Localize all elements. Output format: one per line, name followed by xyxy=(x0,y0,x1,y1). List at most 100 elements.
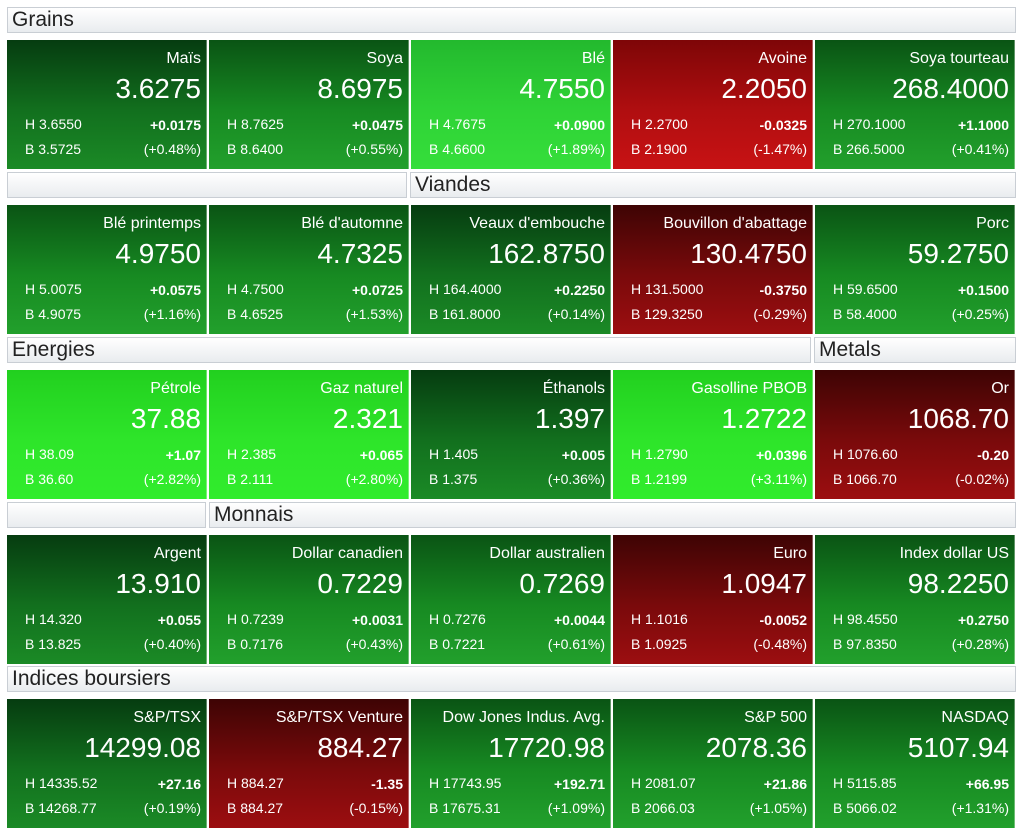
instrument-name: Blé printemps xyxy=(103,215,201,232)
high-value: H 0.7276 xyxy=(429,611,486,627)
percent-change: (+1.89%) xyxy=(547,141,605,157)
quote-tile-or[interactable]: Or 1068.70 H 1076.60 B 1066.70 -0.20 (-0.02%) xyxy=(815,370,1015,499)
last-price: 1068.70 xyxy=(907,403,1009,434)
quote-tile-sp-500[interactable]: S&P 500 2078.36 H 2081.07 B 2066.03 +21.86 (+… xyxy=(613,699,813,828)
quote-tile-porc[interactable]: Porc 59.2750 H 59.6500 B 58.4000 +0.1500 (+0.… xyxy=(815,205,1015,334)
instrument-name: NASDAQ xyxy=(941,709,1009,726)
high-value: H 98.4550 xyxy=(833,611,898,627)
low-value: B 0.7176 xyxy=(227,636,284,652)
high-value: H 17743.95 xyxy=(429,775,502,791)
quote-tile-soya[interactable]: Soya 8.6975 H 8.7625 B 8.6400 +0.0475 (+0.55%… xyxy=(209,40,409,169)
quote-tile-ble-automne[interactable]: Blé d'automne 4.7325 H 4.7500 B 4.6525 +0.07… xyxy=(209,205,409,334)
section-header-viandes: Viandes xyxy=(410,172,1016,198)
section-title: Monnais xyxy=(214,503,294,526)
quote-tile-soya-tourteau[interactable]: Soya tourteau 268.4000 H 270.1000 B 266.500… xyxy=(815,40,1015,169)
quote-tile-gaz-naturel[interactable]: Gaz naturel 2.321 H 2.385 B 2.111 +0.065 (+2.… xyxy=(209,370,409,499)
section-header-spacer xyxy=(7,502,206,528)
quote-tile-gasolline-pbob[interactable]: Gasolline PBOB 1.2722 H 1.2790 B 1.2199 +0.0… xyxy=(613,370,813,499)
price-change: +0.0725 xyxy=(352,282,403,298)
section-title: Grains xyxy=(12,8,74,31)
high-value: H 2.385 xyxy=(227,446,277,462)
percent-change: (+2.80%) xyxy=(345,471,403,487)
price-change: +0.0475 xyxy=(352,117,403,133)
percent-change: (+3.11%) xyxy=(750,471,807,487)
quote-tile-bouvillon-abattage[interactable]: Bouvillon d'abattage 130.4750 H 131.5000 B … xyxy=(613,205,813,334)
low-value: B 4.9075 xyxy=(25,306,82,322)
quote-tile-euro[interactable]: Euro 1.0947 H 1.1016 B 1.0925 -0.0052 (-0.48%… xyxy=(613,535,813,664)
low-value: B 161.8000 xyxy=(429,306,501,322)
percent-change: (+1.05%) xyxy=(749,800,807,816)
percent-change: (+1.09%) xyxy=(547,800,605,816)
instrument-name: Pétrole xyxy=(150,380,201,397)
percent-change: (+0.28%) xyxy=(951,636,1009,652)
instrument-name: Bouvillon d'abattage xyxy=(663,215,807,232)
section-title: Indices boursiers xyxy=(12,667,171,690)
quote-tile-dow-jones[interactable]: Dow Jones Indus. Avg. 17720.98 H 17743.95 B… xyxy=(411,699,611,828)
quote-tile-sp-tsx[interactable]: S&P/TSX 14299.08 H 14335.52 B 14268.77 +27.1… xyxy=(7,699,207,828)
quote-tile-mais[interactable]: Maïs 3.6275 H 3.6550 B 3.5725 +0.0175 (+0.48%… xyxy=(7,40,207,169)
last-price: 13.910 xyxy=(115,568,201,599)
high-value: H 14.320 xyxy=(25,611,82,627)
low-value: B 4.6600 xyxy=(429,141,486,157)
instrument-name: Dollar canadien xyxy=(291,545,403,562)
instrument-name: Euro xyxy=(773,545,807,562)
price-change: +0.0044 xyxy=(554,612,605,628)
quote-tile-avoine[interactable]: Avoine 2.2050 H 2.2700 B 2.1900 -0.0325 (-1.4… xyxy=(613,40,813,169)
instrument-name: Index dollar US xyxy=(899,545,1009,562)
price-change: +66.95 xyxy=(965,776,1009,792)
price-change: +27.16 xyxy=(157,776,201,792)
price-change: -1.35 xyxy=(371,776,403,792)
section-header-monnais: Monnais xyxy=(209,502,1016,528)
percent-change: (+1.16%) xyxy=(143,306,201,322)
low-value: B 0.7221 xyxy=(429,636,486,652)
quote-tile-ble[interactable]: Blé 4.7550 H 4.7675 B 4.6600 +0.0900 (+1.89%) xyxy=(411,40,611,169)
percent-change: (+0.41%) xyxy=(951,141,1009,157)
quote-tile-ble-printemps[interactable]: Blé printemps 4.9750 H 5.0075 B 4.9075 +0.05… xyxy=(7,205,207,334)
price-change: +0.1500 xyxy=(958,282,1009,298)
last-price: 884.27 xyxy=(317,732,403,763)
price-change: +192.71 xyxy=(554,776,605,792)
instrument-name: Soya tourteau xyxy=(909,50,1009,67)
instrument-name: Maïs xyxy=(166,50,201,67)
percent-change: (+1.53%) xyxy=(345,306,403,322)
last-price: 3.6275 xyxy=(115,73,201,104)
quote-tile-dollar-canadien[interactable]: Dollar canadien 0.7229 H 0.7239 B 0.7176 +0.… xyxy=(209,535,409,664)
percent-change: (+0.48%) xyxy=(143,141,201,157)
percent-change: (+0.19%) xyxy=(143,800,201,816)
quote-tile-veaux-embouche[interactable]: Veaux d'embouche 162.8750 H 164.4000 B 161.… xyxy=(411,205,611,334)
low-value: B 36.60 xyxy=(25,471,74,487)
price-change: +0.2250 xyxy=(554,282,605,298)
instrument-name: Porc xyxy=(976,215,1009,232)
quote-tile-argent[interactable]: Argent 13.910 H 14.320 B 13.825 +0.055 (+0.40… xyxy=(7,535,207,664)
high-value: H 59.6500 xyxy=(833,281,898,297)
low-value: B 17675.31 xyxy=(429,800,501,816)
quote-tile-sp-tsx-venture[interactable]: S&P/TSX Venture 884.27 H 884.27 B 884.27 -1.… xyxy=(209,699,409,828)
quote-tile-ethanols[interactable]: Éthanols 1.397 H 1.405 B 1.375 +0.005 (+0.36%… xyxy=(411,370,611,499)
price-change: +0.0175 xyxy=(150,117,201,133)
quote-tile-petrole[interactable]: Pétrole 37.88 H 38.09 B 36.60 +1.07 (+2.82%) xyxy=(7,370,207,499)
last-price: 59.2750 xyxy=(907,238,1009,269)
instrument-name: Gaz naturel xyxy=(320,380,403,397)
high-value: H 131.5000 xyxy=(631,281,704,297)
percent-change: (-0.02%) xyxy=(955,471,1009,487)
percent-change: (-0.48%) xyxy=(753,636,807,652)
high-value: H 5115.85 xyxy=(833,775,897,791)
last-price: 37.88 xyxy=(130,403,201,434)
price-change: +0.0031 xyxy=(352,612,403,628)
percent-change: (-1.47%) xyxy=(753,141,807,157)
high-value: H 38.09 xyxy=(25,446,75,462)
price-change: +21.86 xyxy=(763,776,807,792)
section-title: Metals xyxy=(819,338,881,361)
last-price: 2.321 xyxy=(332,403,403,434)
percent-change: (+2.82%) xyxy=(143,471,201,487)
quote-tile-dollar-australien[interactable]: Dollar australien 0.7269 H 0.7276 B 0.7221 +… xyxy=(411,535,611,664)
quote-tile-index-dollar-us[interactable]: Index dollar US 98.2250 H 98.4550 B 97.8350… xyxy=(815,535,1015,664)
percent-change: (+0.36%) xyxy=(547,471,605,487)
quote-tile-nasdaq[interactable]: NASDAQ 5107.94 H 5115.85 B 5066.02 +66.95 (+1… xyxy=(815,699,1015,828)
percent-change: (+1.31%) xyxy=(951,800,1009,816)
percent-change: (+0.43%) xyxy=(345,636,403,652)
low-value: B 2.111 xyxy=(227,471,274,487)
price-change: +0.065 xyxy=(359,447,403,463)
last-price: 1.397 xyxy=(534,403,605,434)
low-value: B 2.1900 xyxy=(631,141,688,157)
